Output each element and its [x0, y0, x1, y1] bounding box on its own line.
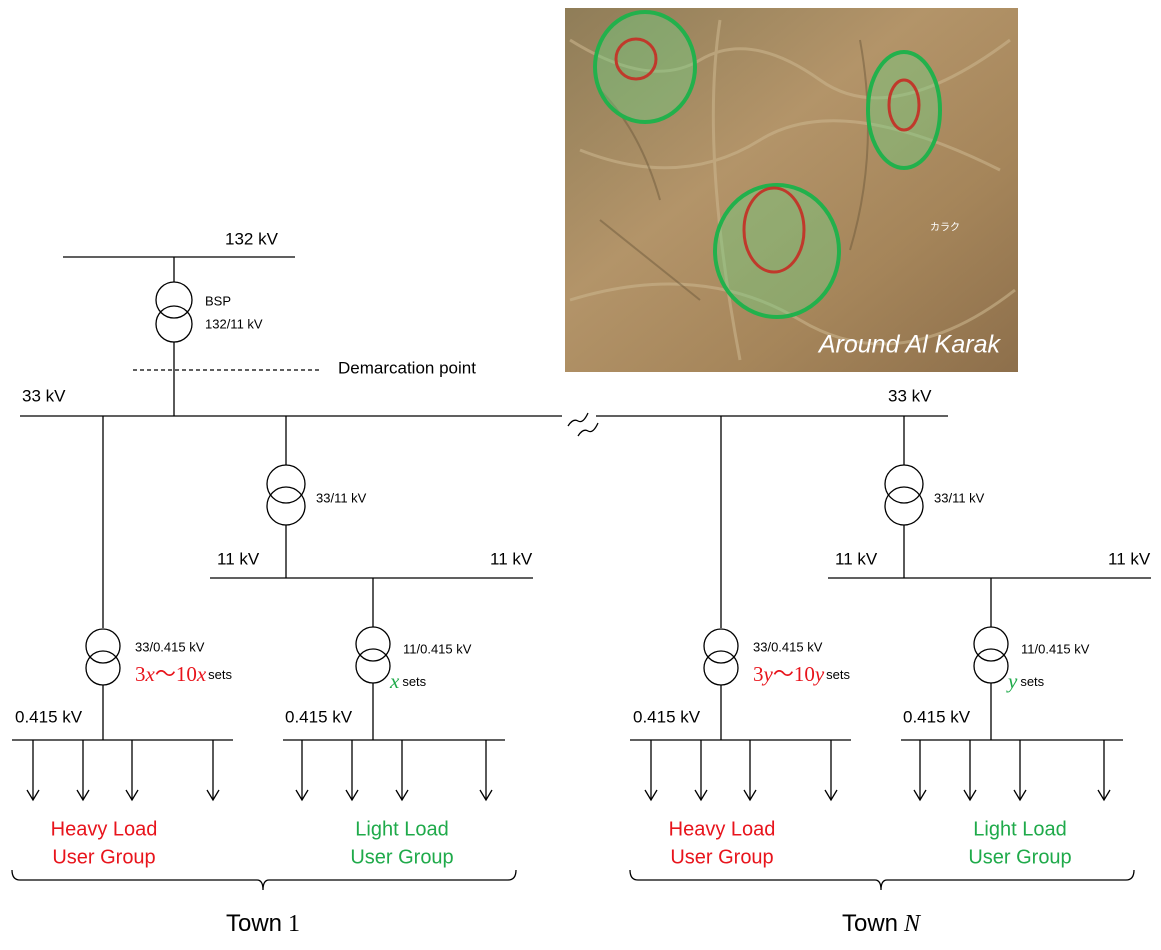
transformer-coil — [974, 627, 1008, 661]
transformer-coil — [86, 651, 120, 685]
sets-count: 〜10 — [773, 662, 815, 686]
label: 33/0.415 kV — [753, 639, 823, 654]
transformer-coil — [267, 487, 305, 525]
town-name: Town — [226, 910, 282, 937]
label: 11/0.415 kV — [1021, 641, 1090, 656]
label: User Group — [968, 846, 1071, 868]
label: Demarcation point — [338, 358, 476, 377]
label: 33 kV — [22, 386, 66, 405]
transformer-coil — [974, 649, 1008, 683]
break-symbol — [568, 413, 598, 436]
label: 132 kV — [225, 229, 279, 248]
label: Light Load — [973, 818, 1066, 840]
label: 33/0.415 kV — [135, 639, 205, 654]
town-index: N — [903, 911, 922, 937]
town-brace — [12, 870, 516, 890]
sets-word: sets — [402, 674, 426, 689]
label: 132/11 kV — [205, 316, 263, 331]
label: User Group — [350, 846, 453, 868]
label: Light Load — [355, 818, 448, 840]
transformer-coil — [704, 629, 738, 663]
sets-word: sets — [826, 667, 850, 682]
label: 0.415 kV — [15, 707, 83, 726]
diagram: カラク Around Al Karak 132 kV BSP 132/11 kV De… — [0, 0, 1161, 945]
town-index: 1 — [288, 911, 300, 937]
label: 0.415 kV — [633, 707, 701, 726]
transformer-coil — [267, 465, 305, 503]
sets-var: y — [762, 662, 774, 686]
label: User Group — [52, 846, 155, 868]
town-brace — [630, 870, 1134, 890]
sets-word: sets — [208, 667, 232, 682]
label: User Group — [670, 846, 773, 868]
sets-word: sets — [1020, 674, 1044, 689]
label: BSP — [205, 293, 231, 308]
transformer-coil — [156, 306, 192, 342]
transformer-coil — [86, 629, 120, 663]
sets-var: y — [813, 662, 825, 686]
area-circle — [715, 185, 839, 317]
sets-count: 〜10 — [155, 662, 197, 686]
label: 0.415 kV — [903, 707, 971, 726]
place-label: カラク — [930, 222, 960, 234]
label: 33/11 kV — [316, 490, 367, 505]
transformer-coil — [356, 649, 390, 683]
label: 11 kV — [835, 549, 878, 568]
area-circle — [595, 12, 695, 122]
label: Heavy Load — [51, 818, 158, 840]
label: Heavy Load — [669, 818, 776, 840]
sets-var: y — [1006, 669, 1018, 693]
transformer-coil — [885, 465, 923, 503]
label: 0.415 kV — [285, 707, 353, 726]
label: 11 kV — [217, 549, 260, 568]
satellite-map: カラク Around Al Karak — [565, 8, 1018, 372]
transformer-coil — [704, 651, 738, 685]
label: 33/11 kV — [934, 490, 985, 505]
sets-var: x — [196, 662, 207, 686]
label: 11 kV — [1108, 549, 1151, 568]
town-name: Town — [842, 910, 898, 937]
label: 33 kV — [888, 386, 932, 405]
sets-count: 3 — [753, 662, 764, 686]
label: 11/0.415 kV — [403, 641, 472, 656]
transformer-coil — [885, 487, 923, 525]
area-circle — [868, 52, 940, 168]
sets-count: 3 — [135, 662, 146, 686]
transformer-coil — [156, 282, 192, 318]
map-caption: Around Al Karak — [817, 331, 1002, 359]
transformer-coil — [356, 627, 390, 661]
label: 11 kV — [490, 549, 533, 568]
sets-var: x — [389, 669, 400, 693]
